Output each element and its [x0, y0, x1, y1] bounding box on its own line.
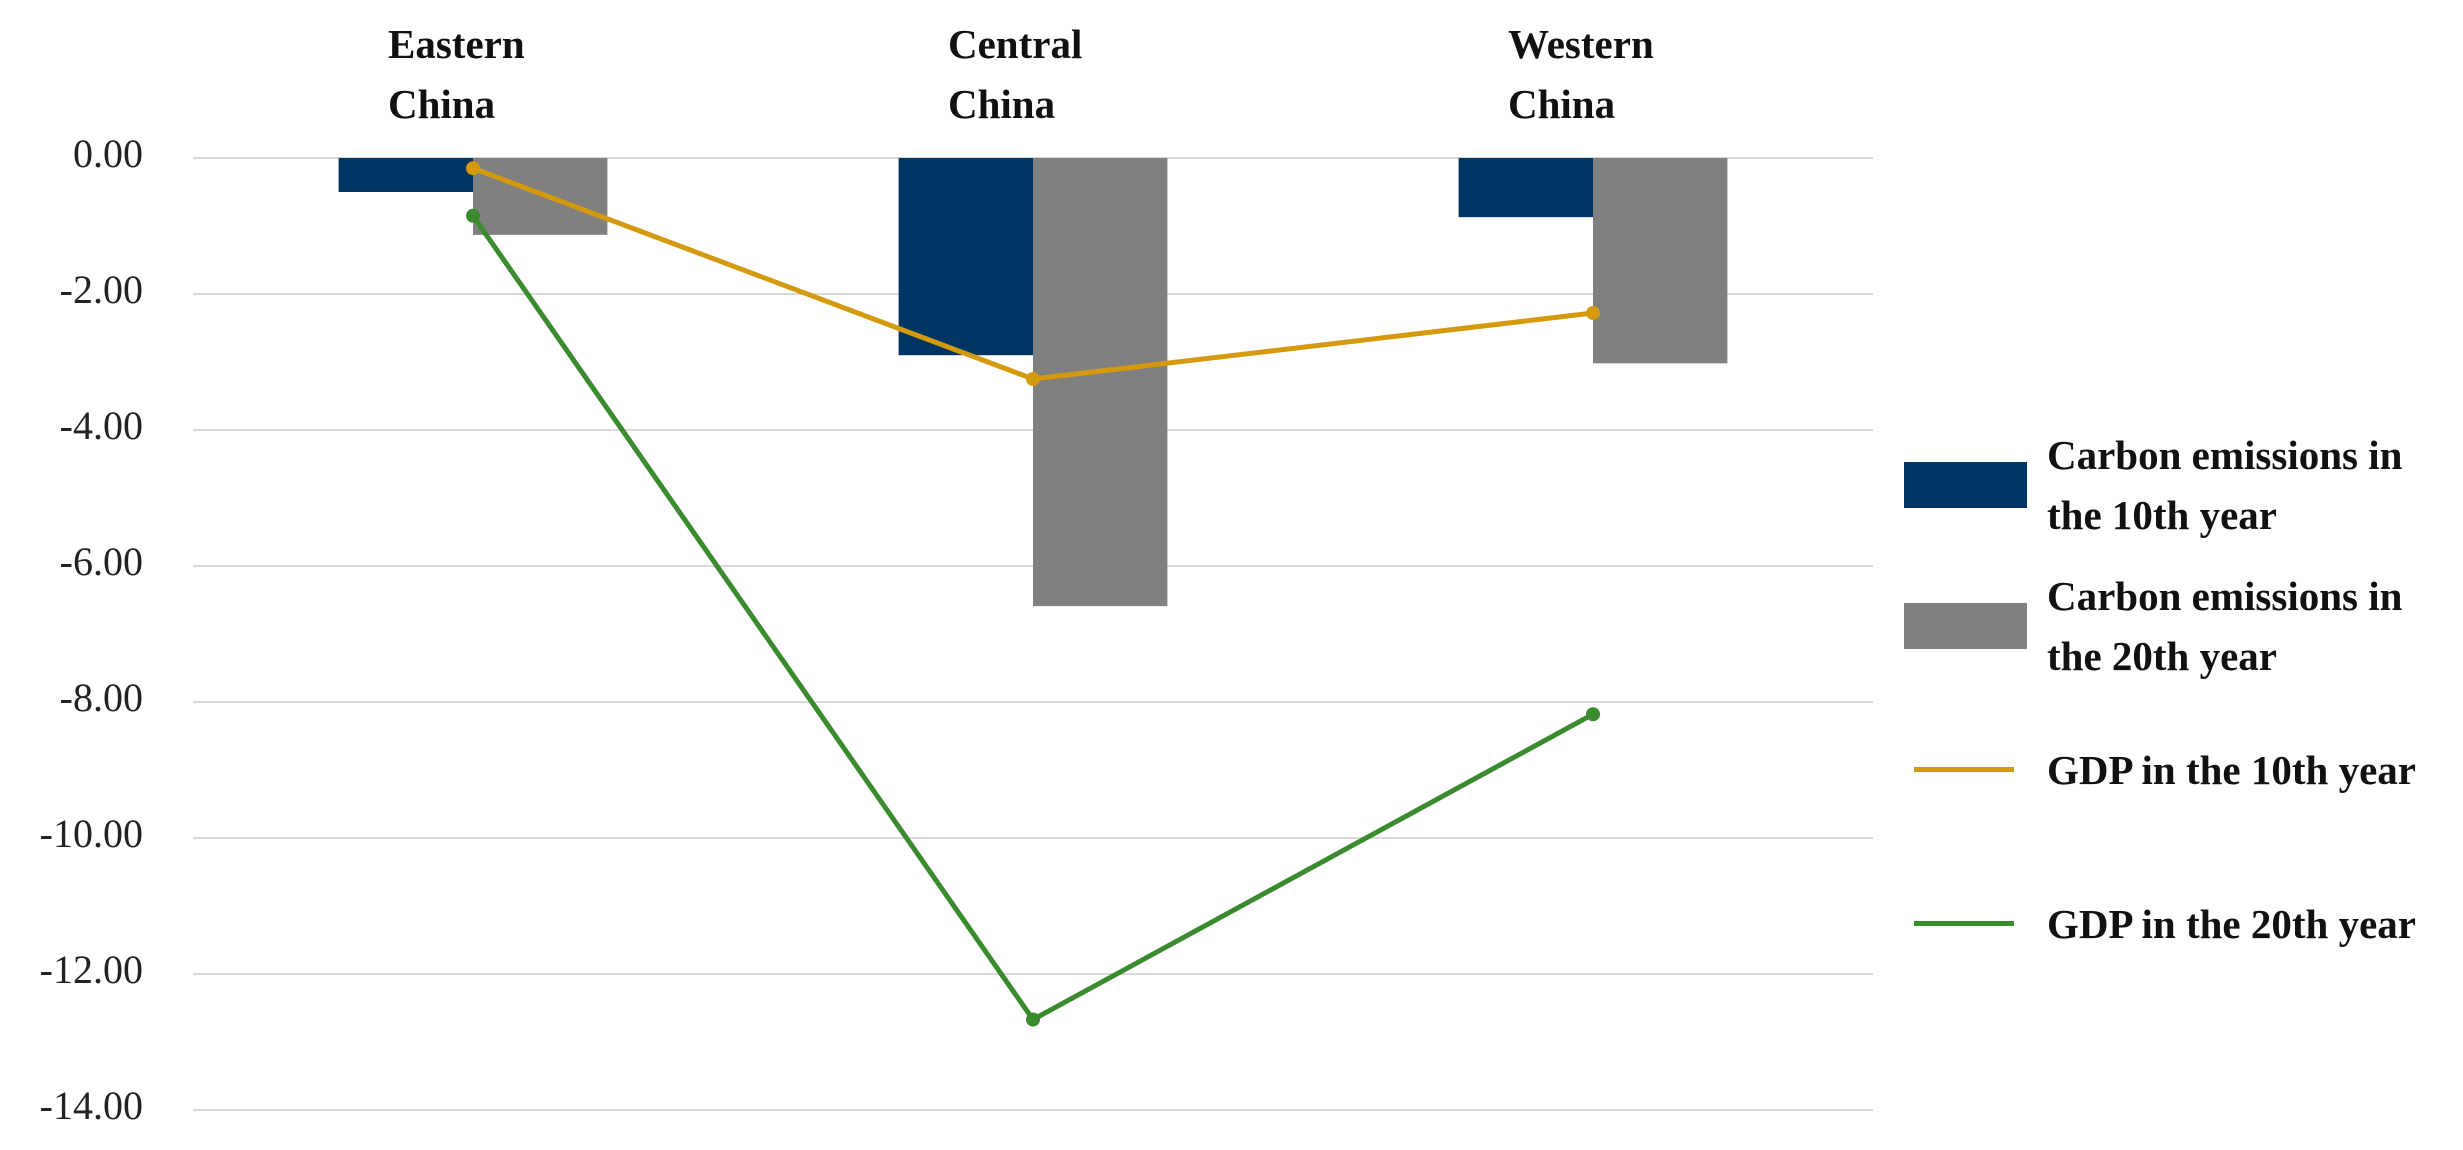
bar: [1033, 158, 1168, 607]
y-tick-label: -10.00: [40, 811, 143, 856]
y-tick-label: -4.00: [60, 403, 143, 448]
legend-label: Carbon emissions in the 20th year: [2047, 573, 2403, 679]
y-tick-label: -2.00: [60, 267, 143, 312]
legend-label: Carbon emissions in the 10th year: [2047, 432, 2403, 538]
legend-swatch: [1914, 767, 2014, 772]
marker: [466, 208, 480, 223]
bar: [338, 158, 473, 192]
legend-swatch: [1904, 603, 2027, 649]
legend-label: GDP in the 20th year: [2047, 901, 2416, 947]
marker: [1026, 1012, 1040, 1027]
y-tick-label: -14.00: [40, 1083, 143, 1128]
legend-entry: Carbon emissions in the 10th year: [1904, 420, 2463, 550]
y-tick-label: -12.00: [40, 947, 143, 992]
bar: [1593, 158, 1728, 364]
legend-entry: GDP in the 10th year: [1904, 705, 2463, 835]
legend-entry: Carbon emissions in the 20th year: [1904, 561, 2463, 691]
x-tick-label: Western China: [1508, 21, 1654, 127]
legend-label: GDP in the 10th year: [2047, 747, 2416, 793]
y-tick-label: 0.00: [73, 131, 143, 176]
x-tick-label: Eastern China: [388, 21, 525, 127]
bar: [473, 158, 608, 235]
legend-swatch: [1914, 921, 2014, 926]
y-tick-label: -6.00: [60, 539, 143, 584]
y-tick-label: -8.00: [60, 675, 143, 720]
legend-swatch: [1904, 462, 2027, 508]
marker: [466, 161, 480, 176]
x-tick-label: Central China: [948, 21, 1083, 127]
legend-entry: GDP in the 20th year: [1904, 859, 2463, 989]
bar: [898, 158, 1033, 356]
marker: [1026, 372, 1040, 386]
marker: [1586, 306, 1600, 321]
bar: [1458, 158, 1593, 218]
marker: [1586, 707, 1600, 722]
